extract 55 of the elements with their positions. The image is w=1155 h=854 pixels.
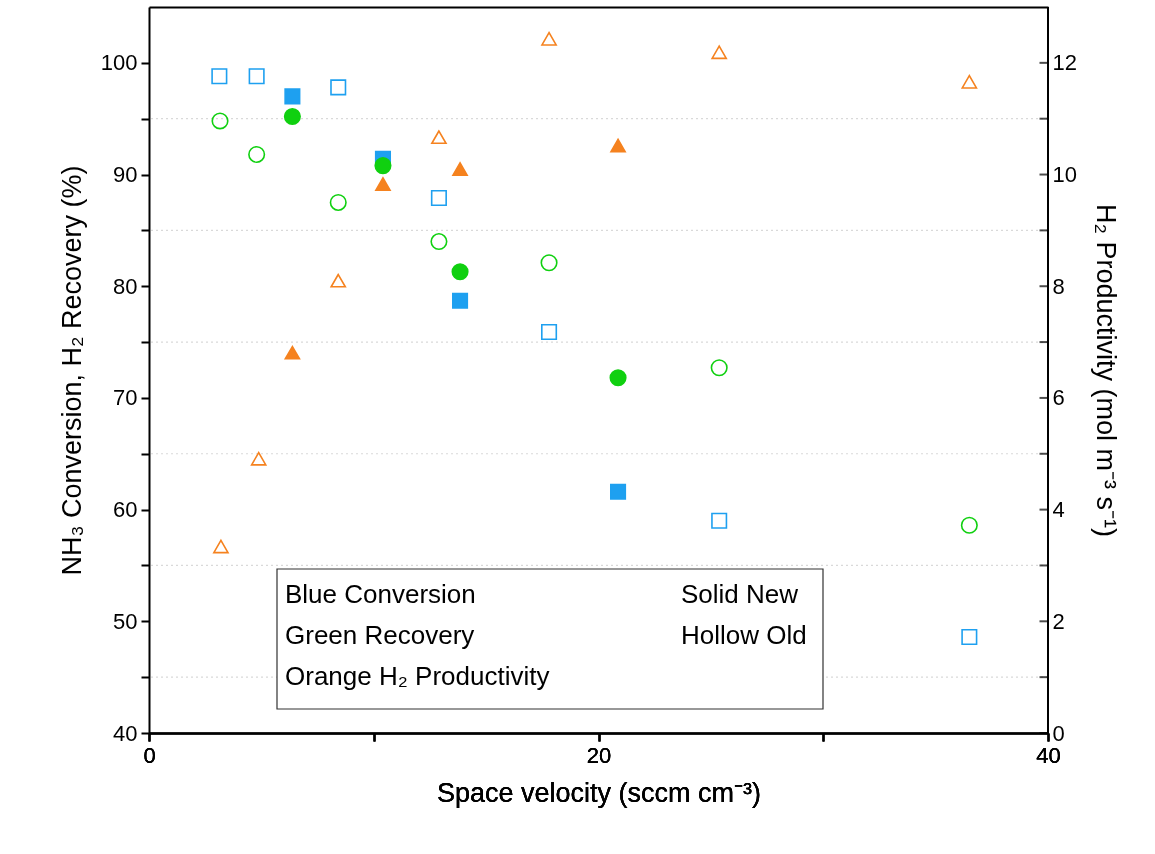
point [540, 254, 558, 272]
y-tick-label: 80 [113, 273, 138, 299]
y-tick-label: 70 [113, 385, 138, 411]
y-tick-label: 100 [100, 50, 138, 76]
point [431, 130, 447, 145]
point [283, 107, 301, 125]
annotation: Orange H₂ Productivity [285, 661, 550, 691]
y-axis-title: NH₃ Conversion, H₂ Recovery (%) [56, 165, 87, 576]
point [330, 79, 347, 96]
point [609, 369, 627, 387]
point [710, 359, 728, 377]
y-tick-label: 60 [113, 497, 138, 523]
y2-tick-label: 6 [1052, 385, 1065, 411]
y2-tick-label: 4 [1052, 497, 1065, 523]
point [284, 345, 301, 360]
point [452, 292, 469, 309]
point [452, 162, 468, 176]
y-tick-label: 50 [113, 608, 138, 634]
y-tick-label: 40 [113, 720, 138, 746]
point [961, 628, 978, 645]
point [211, 68, 228, 85]
point [211, 112, 229, 130]
point [541, 31, 557, 46]
annotation: Solid New [681, 579, 799, 609]
point [284, 88, 301, 105]
y2-tick-label: 10 [1052, 162, 1077, 188]
annotation: Green Recovery [285, 620, 475, 650]
point [374, 157, 392, 175]
x-tick-label: 0 [143, 742, 156, 768]
point [329, 193, 347, 211]
point [711, 45, 728, 60]
point [430, 233, 448, 251]
point [248, 145, 266, 163]
annotation: Hollow Old [681, 620, 807, 650]
point [451, 263, 469, 281]
y2-tick-label: 8 [1052, 273, 1065, 299]
point [541, 323, 558, 341]
point [250, 451, 267, 466]
annotation: Blue Conversion [285, 579, 476, 609]
point [961, 74, 978, 89]
point [960, 516, 978, 534]
point [610, 138, 626, 153]
x-tick-label: 20 [586, 742, 612, 768]
point [248, 68, 265, 85]
y2-tick-label: 12 [1052, 50, 1077, 76]
y-tick-label: 90 [113, 162, 138, 188]
point [430, 189, 447, 207]
point [330, 273, 347, 288]
point [711, 512, 728, 529]
y2-axis-title: H₂ Productivity (mol m⁻³ s⁻¹) [1090, 204, 1121, 537]
x-axis-title: Space velocity (sccm cm⁻³) [436, 777, 762, 808]
point [375, 177, 391, 191]
point [610, 483, 627, 500]
point [213, 539, 229, 554]
y2-tick-label: 2 [1052, 608, 1065, 634]
